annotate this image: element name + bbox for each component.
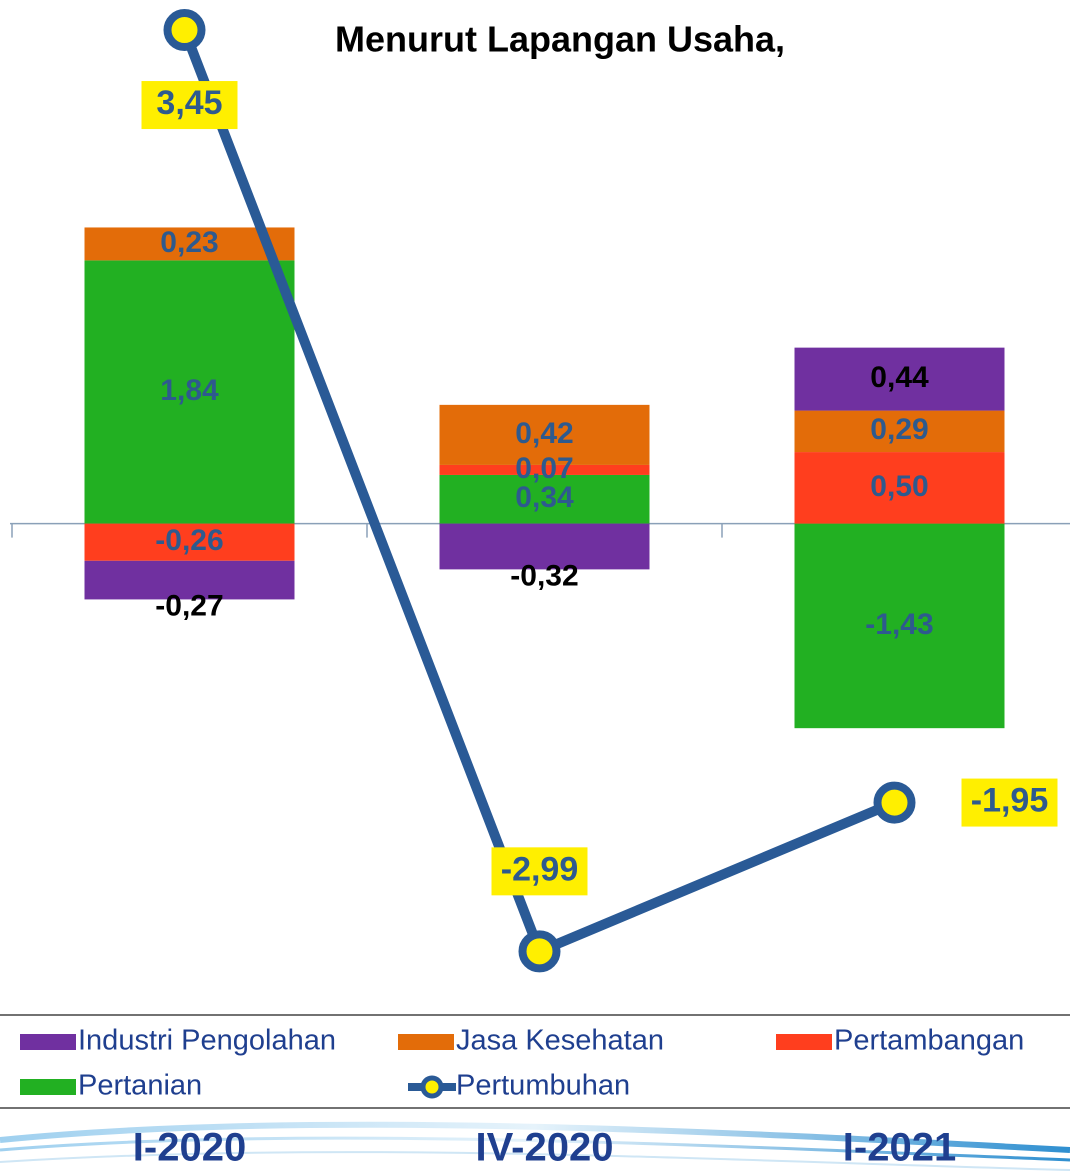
data-label: -2,99: [501, 850, 579, 888]
label-box: [961, 778, 1058, 827]
data-label: -0,26: [155, 524, 223, 557]
bar-segment: [794, 452, 1005, 524]
data-label: 0,42: [515, 417, 573, 450]
legend-label: Pertumbuhan: [456, 1070, 630, 1102]
bar-segment: [439, 523, 650, 570]
data-label: 0,44: [870, 361, 929, 394]
data-label: -1,43: [865, 608, 933, 641]
legend-label: Pertambangan: [834, 1025, 1024, 1057]
label-box: [141, 81, 238, 130]
legend-swatch: [420, 1075, 444, 1099]
data-label: -0,32: [510, 559, 578, 592]
data-label: 0,07: [515, 452, 573, 485]
legend-label: Industri Pengolahan: [78, 1025, 336, 1057]
bar-segment: [439, 474, 650, 524]
data-label: -0,27: [155, 589, 223, 622]
footer-decoration: [0, 1121, 1070, 1171]
bar-segment: [84, 560, 295, 600]
bar-segment: [794, 410, 1005, 453]
bar-segment: [439, 404, 650, 465]
legend-label: Jasa Kesehatan: [456, 1025, 664, 1057]
data-label: 0,23: [160, 226, 218, 259]
data-label: 3,45: [156, 84, 222, 122]
legend-swatch: [20, 1034, 76, 1050]
line-marker: [518, 930, 561, 973]
bar-segment: [439, 464, 650, 475]
data-label: 0,34: [515, 481, 574, 514]
bar-segment: [794, 347, 1005, 411]
line-marker: [873, 781, 916, 824]
data-label: 1,84: [160, 374, 219, 407]
x-tick-label: I-2021: [843, 1126, 956, 1170]
legend-label: Pertanian: [78, 1070, 202, 1102]
x-tick-label: IV-2020: [476, 1126, 614, 1170]
chart-title: Menurut Lapangan Usaha,: [335, 19, 785, 60]
legend-swatch: [20, 1079, 76, 1095]
legend-swatch: [776, 1034, 832, 1050]
data-label: 0,29: [870, 413, 928, 446]
legend-swatch: [398, 1034, 454, 1050]
label-box: [491, 847, 588, 896]
bar-segment: [84, 260, 295, 524]
line-marker: [163, 9, 206, 52]
data-label: -1,95: [971, 782, 1049, 820]
bar-segment: [794, 523, 1005, 729]
data-label: 0,50: [870, 470, 928, 503]
bar-segment: [84, 523, 295, 561]
x-tick-label: I-2020: [133, 1126, 246, 1170]
